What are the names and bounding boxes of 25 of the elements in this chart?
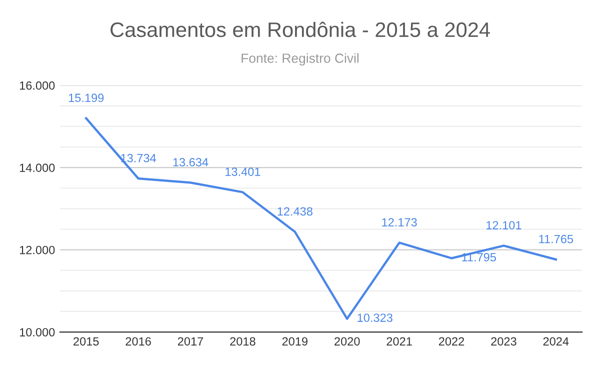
data-label: 13.634 <box>173 158 208 166</box>
data-label: 13.734 <box>121 154 156 162</box>
data-label: 12.173 <box>382 218 417 226</box>
data-label: 10.323 <box>358 314 392 322</box>
x-tick-label: 2016 <box>126 337 151 346</box>
x-tick-label: 2021 <box>386 337 412 346</box>
data-label: 12.101 <box>486 221 522 230</box>
x-tick-label: 2022 <box>438 337 464 346</box>
data-label: 12.438 <box>278 207 312 216</box>
y-tick-label: 12.000 <box>20 246 55 254</box>
data-label: 13.401 <box>226 168 260 176</box>
data-label: 15.199 <box>68 94 104 102</box>
x-tick-label: 2020 <box>334 337 360 346</box>
y-tick-label: 14.000 <box>20 164 55 172</box>
x-tick-label: 2018 <box>230 337 256 346</box>
chart-title: Casamentos em Rondônia - 2015 a 2024 <box>110 22 490 38</box>
x-tick-label: 2024 <box>543 337 569 346</box>
y-tick-label: 10.000 <box>20 328 55 336</box>
data-label: 11.765 <box>539 234 574 244</box>
x-tick-label: 2023 <box>491 337 516 346</box>
x-tick-label: 2015 <box>74 337 99 346</box>
x-tick-label: 2019 <box>282 337 308 346</box>
chart-subtitle: Fonte: Registro Civil <box>242 53 359 66</box>
x-tick-label: 2017 <box>178 337 204 346</box>
y-tick-label: 16.000 <box>20 81 55 90</box>
